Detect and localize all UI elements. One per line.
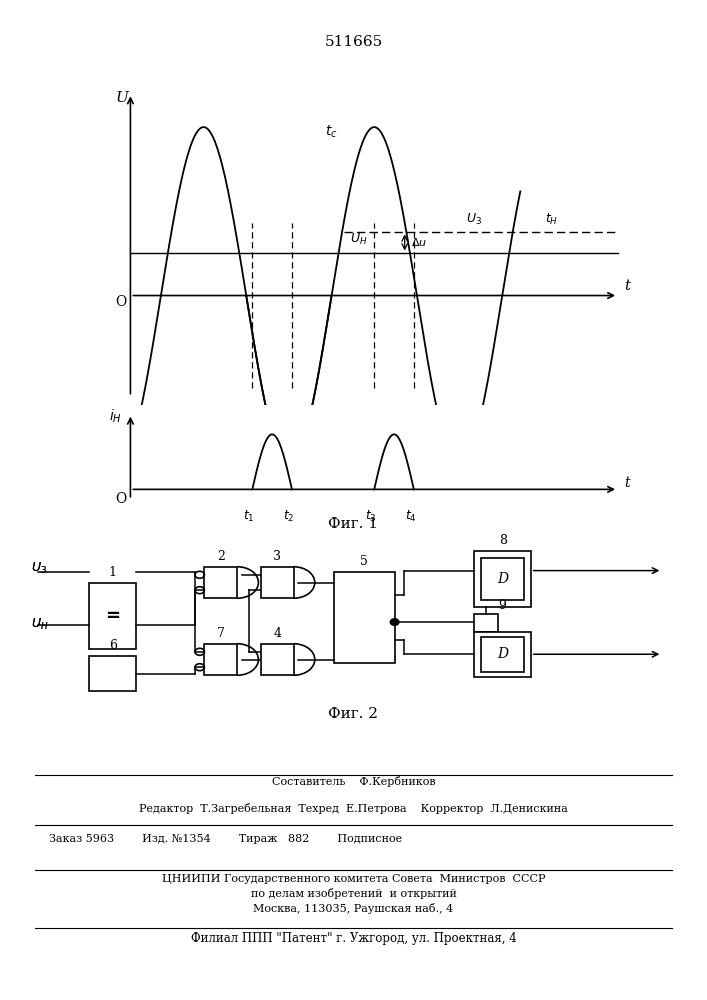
Text: Москва, 113035, Раушская наб., 4: Москва, 113035, Раушская наб., 4 — [253, 903, 454, 914]
Bar — [474, 551, 531, 607]
Bar — [261, 644, 293, 675]
Text: 2: 2 — [217, 550, 225, 563]
Bar — [474, 632, 531, 677]
Text: 6: 6 — [109, 639, 117, 652]
Text: Филиал ППП "Патент" г. Ужгород, ул. Проектная, 4: Филиал ППП "Патент" г. Ужгород, ул. Прое… — [191, 932, 516, 945]
Text: $U_H$: $U_H$ — [30, 617, 48, 632]
Text: $U_3$: $U_3$ — [30, 561, 47, 576]
Text: 5: 5 — [360, 555, 368, 568]
Bar — [481, 637, 524, 672]
Text: $t_c$: $t_c$ — [325, 124, 338, 140]
Text: 7: 7 — [217, 627, 225, 640]
Text: $U_H$: $U_H$ — [350, 232, 368, 247]
Text: U: U — [115, 91, 128, 105]
Bar — [481, 558, 524, 600]
Text: $U_3$: $U_3$ — [466, 212, 481, 227]
Bar — [89, 582, 136, 649]
Text: Составитель    Ф.Кербников: Составитель Ф.Кербников — [271, 776, 436, 787]
Text: $i_H$: $i_H$ — [109, 408, 122, 425]
Bar — [204, 644, 238, 675]
Text: t: t — [624, 476, 630, 490]
Text: t: t — [624, 279, 630, 293]
Text: Редактор  Т.Загребельная  Техред  Е.Петрова    Корректор  Л.Денискина: Редактор Т.Загребельная Техред Е.Петрова… — [139, 803, 568, 814]
Text: $t_4$: $t_4$ — [404, 509, 416, 524]
Text: D: D — [497, 572, 508, 586]
Text: 1: 1 — [109, 566, 117, 578]
Text: по делам изобретений  и открытий: по делам изобретений и открытий — [250, 888, 457, 899]
Text: ЦНИИПИ Государственного комитета Совета  Министров  СССР: ЦНИИПИ Государственного комитета Совета … — [162, 874, 545, 884]
Text: $t_1$: $t_1$ — [243, 509, 255, 524]
Bar — [334, 572, 395, 663]
Text: 8: 8 — [498, 534, 507, 547]
Text: $U_3$: $U_3$ — [30, 561, 47, 576]
Text: $U_H$: $U_H$ — [30, 617, 48, 632]
Text: $t_2$: $t_2$ — [283, 509, 294, 524]
Text: $t_H$: $t_H$ — [545, 212, 558, 227]
Text: Заказ 5963        Изд. №1354        Тираж   882        Подписное: Заказ 5963 Изд. №1354 Тираж 882 Подписно… — [49, 834, 402, 844]
Bar — [204, 567, 238, 598]
Text: Фиг. 1: Фиг. 1 — [329, 517, 378, 531]
Text: O: O — [115, 295, 127, 309]
Text: $t_3$: $t_3$ — [365, 509, 377, 524]
Text: =: = — [105, 607, 120, 625]
Text: 4: 4 — [273, 627, 281, 640]
Text: O: O — [115, 492, 127, 506]
Circle shape — [390, 619, 399, 625]
Text: 3: 3 — [273, 550, 281, 563]
Bar — [89, 656, 136, 691]
Bar — [474, 614, 498, 632]
Text: 511665: 511665 — [325, 35, 382, 49]
Text: 9: 9 — [498, 599, 506, 612]
Text: Фиг. 2: Фиг. 2 — [329, 707, 378, 721]
Text: $\Delta u$: $\Delta u$ — [411, 236, 427, 248]
Text: D: D — [497, 647, 508, 661]
Bar — [261, 567, 293, 598]
